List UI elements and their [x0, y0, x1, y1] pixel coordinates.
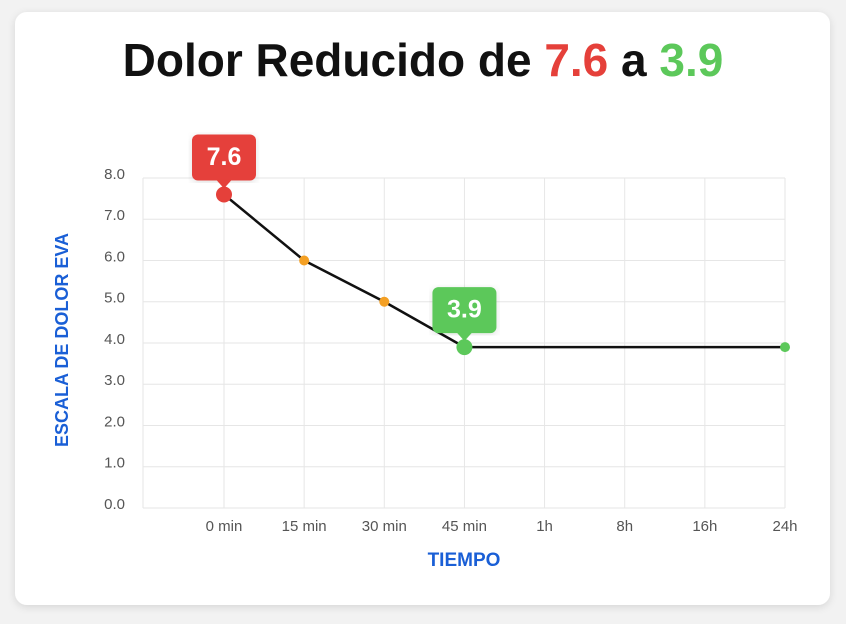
point — [216, 186, 232, 203]
x-tick-label: 16h — [692, 518, 717, 535]
x-tick-label: 45 min — [442, 518, 487, 535]
title-part: a — [608, 34, 659, 86]
y-tick-label: 5.0 — [104, 290, 125, 307]
point — [299, 255, 310, 266]
x-tick-label: 15 min — [282, 518, 327, 535]
title-part: 7.6 — [544, 34, 608, 86]
chart-title: Dolor Reducido de 7.6 a 3.9 — [123, 34, 724, 86]
y-tick-label: 7.0 — [104, 207, 125, 224]
y-tick-label: 4.0 — [104, 331, 125, 348]
callout-box — [432, 287, 497, 334]
title-part: Dolor Reducido de — [123, 34, 545, 86]
x-tick-label: 24h — [772, 518, 797, 535]
y-tick-label: 1.0 — [104, 455, 125, 472]
card — [15, 12, 830, 605]
data-label: 7.6 — [207, 143, 242, 171]
line — [223, 193, 785, 349]
callout-pointer — [216, 179, 232, 189]
y-tick-label: 0.0 — [104, 496, 125, 513]
callout-box — [192, 134, 256, 181]
y-tick-label: 8.0 — [104, 166, 125, 183]
x-tick-label: 8h — [616, 518, 633, 535]
x-tick-label: 30 min — [362, 518, 407, 535]
point — [379, 296, 390, 307]
point — [780, 342, 790, 353]
data-label: 3.9 — [447, 296, 482, 324]
callout-pointer — [456, 332, 473, 342]
x-tick-label: 1h — [536, 518, 553, 535]
point — [456, 339, 473, 356]
x-axis-label: TIEMPO — [428, 550, 501, 571]
y-tick-label: 3.0 — [104, 372, 125, 389]
x-tick-label: 0 min — [206, 518, 243, 535]
y-tick-label: 2.0 — [104, 413, 125, 430]
y-tick-label: 6.0 — [104, 248, 125, 265]
y-axis-label: ESCALA DE DOLOR EVA — [52, 233, 72, 447]
title-part: 3.9 — [659, 34, 723, 86]
